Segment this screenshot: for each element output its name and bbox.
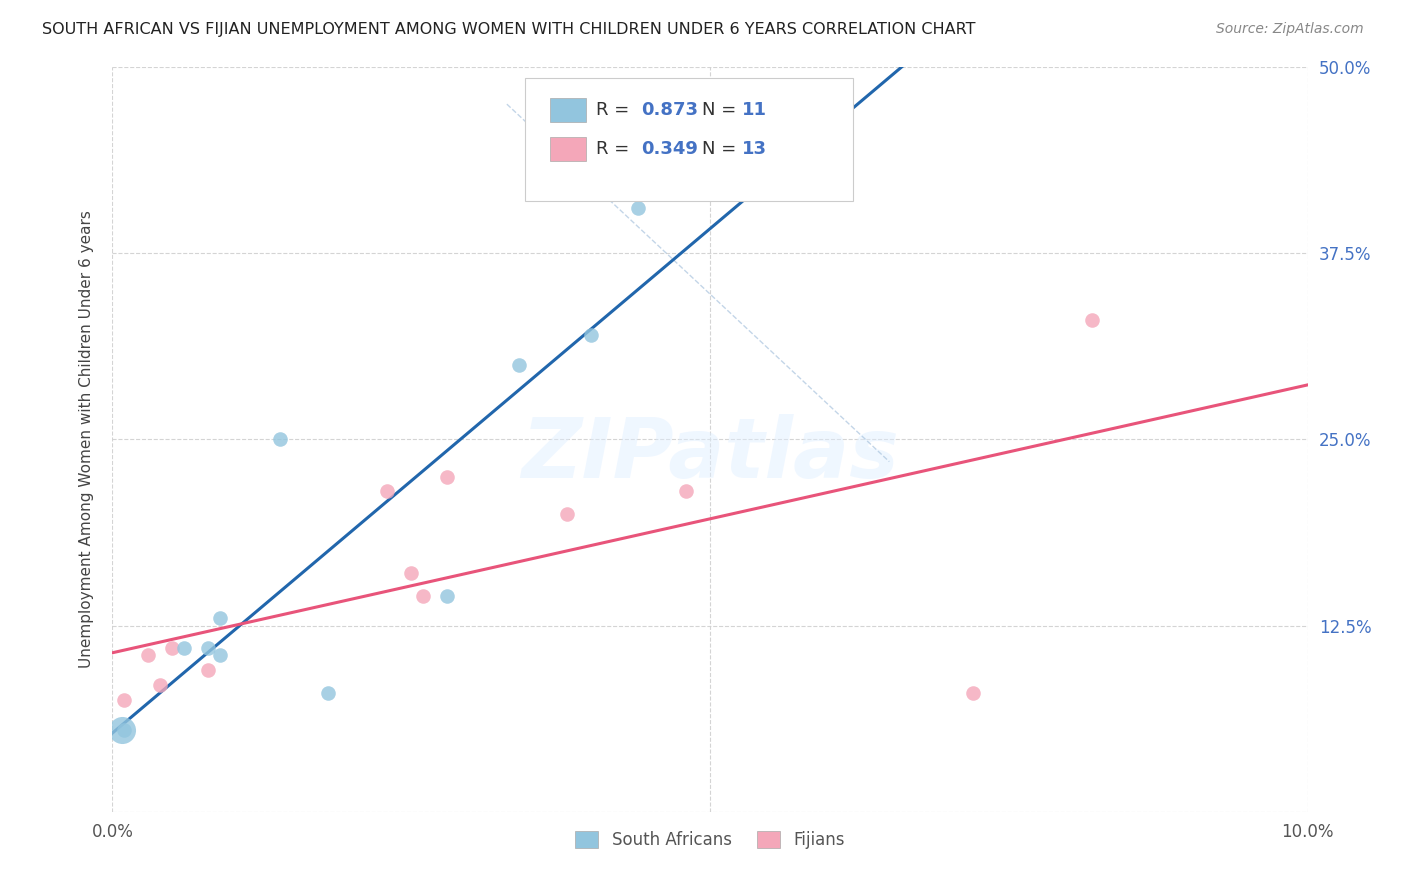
FancyBboxPatch shape [524,78,853,201]
Point [436,469,458,483]
Text: 0.873: 0.873 [641,101,697,120]
Text: 13: 13 [742,140,768,158]
Point [111,723,134,737]
Point [579,328,602,343]
Point [197,663,219,677]
Point [162,640,183,655]
Point [962,685,984,699]
FancyBboxPatch shape [550,98,586,122]
Text: Source: ZipAtlas.com: Source: ZipAtlas.com [1216,22,1364,37]
Legend: South Africans, Fijians: South Africans, Fijians [568,824,852,855]
Point [209,611,232,625]
Point [436,589,458,603]
Text: SOUTH AFRICAN VS FIJIAN UNEMPLOYMENT AMONG WOMEN WITH CHILDREN UNDER 6 YEARS COR: SOUTH AFRICAN VS FIJIAN UNEMPLOYMENT AMO… [42,22,976,37]
Point [627,202,650,216]
Point [555,507,578,521]
Point [412,589,434,603]
Point [149,678,172,692]
Point [209,648,232,663]
Point [675,484,697,499]
Point [173,640,195,655]
Text: R =: R = [596,140,636,158]
Point [1081,313,1104,327]
Point [377,484,399,499]
Point [114,693,135,707]
Point [316,685,339,699]
Text: ZIPatlas: ZIPatlas [522,414,898,495]
Y-axis label: Unemployment Among Women with Children Under 6 years: Unemployment Among Women with Children U… [79,211,94,668]
Point [197,640,219,655]
Text: N =: N = [702,140,741,158]
Point [138,648,160,663]
FancyBboxPatch shape [550,136,586,161]
Text: 0.349: 0.349 [641,140,697,158]
Text: 11: 11 [742,101,768,120]
Point [401,566,423,581]
Point [508,358,530,372]
Text: R =: R = [596,101,636,120]
Text: N =: N = [702,101,741,120]
Point [269,433,291,447]
Point [114,723,135,737]
